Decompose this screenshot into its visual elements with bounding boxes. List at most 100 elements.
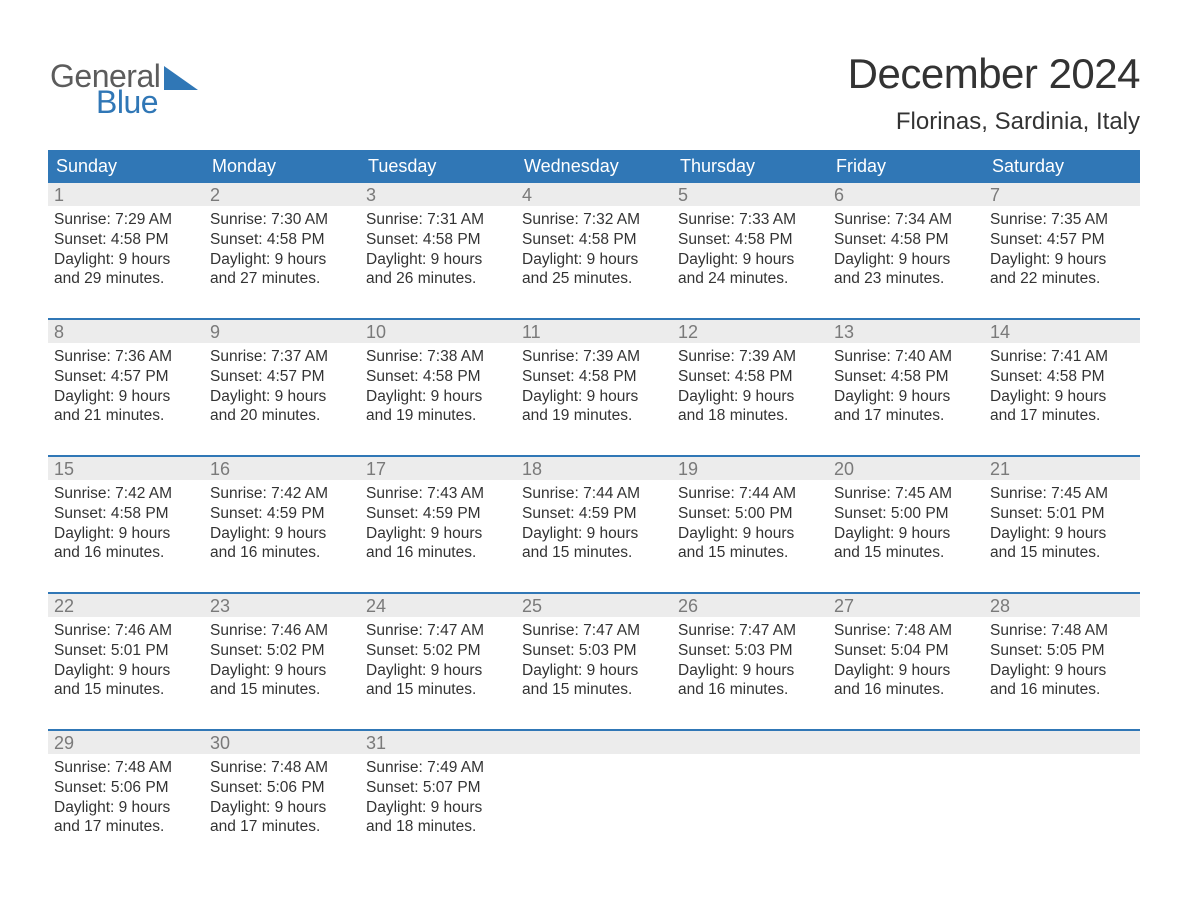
day-cell: Sunrise: 7:38 AMSunset: 4:58 PMDaylight:… [360, 343, 516, 455]
day-cell: Sunrise: 7:36 AMSunset: 4:57 PMDaylight:… [48, 343, 204, 455]
daylight-line-2: and 22 minutes. [990, 269, 1134, 289]
sunrise-line: Sunrise: 7:47 AM [522, 621, 666, 641]
sunset-line: Sunset: 4:58 PM [54, 504, 198, 524]
day-number: 16 [204, 457, 360, 480]
day-number [672, 731, 828, 754]
sunrise-line: Sunrise: 7:41 AM [990, 347, 1134, 367]
sunset-line: Sunset: 4:59 PM [522, 504, 666, 524]
sunrise-line: Sunrise: 7:31 AM [366, 210, 510, 230]
day-number: 13 [828, 320, 984, 343]
daylight-line-1: Daylight: 9 hours [366, 387, 510, 407]
day-number [984, 731, 1140, 754]
sunrise-line: Sunrise: 7:45 AM [834, 484, 978, 504]
daylight-line-2: and 15 minutes. [210, 680, 354, 700]
week-daynum-row: 1234567 [48, 183, 1140, 206]
daylight-line-2: and 18 minutes. [366, 817, 510, 837]
sunset-line: Sunset: 4:58 PM [366, 230, 510, 250]
daylight-line-2: and 16 minutes. [210, 543, 354, 563]
daylight-line-2: and 16 minutes. [990, 680, 1134, 700]
day-cell: Sunrise: 7:42 AMSunset: 4:59 PMDaylight:… [204, 480, 360, 592]
daylight-line-1: Daylight: 9 hours [54, 524, 198, 544]
day-cell: Sunrise: 7:44 AMSunset: 5:00 PMDaylight:… [672, 480, 828, 592]
sunrise-line: Sunrise: 7:47 AM [678, 621, 822, 641]
day-cell: Sunrise: 7:42 AMSunset: 4:58 PMDaylight:… [48, 480, 204, 592]
sunrise-line: Sunrise: 7:39 AM [678, 347, 822, 367]
dow-saturday: Saturday [984, 150, 1140, 183]
sunrise-line: Sunrise: 7:46 AM [210, 621, 354, 641]
week-content-row: Sunrise: 7:29 AMSunset: 4:58 PMDaylight:… [48, 206, 1140, 318]
daylight-line-2: and 15 minutes. [678, 543, 822, 563]
day-cell: Sunrise: 7:45 AMSunset: 5:01 PMDaylight:… [984, 480, 1140, 592]
sunset-line: Sunset: 4:58 PM [522, 230, 666, 250]
day-number: 28 [984, 594, 1140, 617]
daylight-line-1: Daylight: 9 hours [834, 524, 978, 544]
daylight-line-2: and 23 minutes. [834, 269, 978, 289]
week-content-row: Sunrise: 7:46 AMSunset: 5:01 PMDaylight:… [48, 617, 1140, 729]
day-number: 31 [360, 731, 516, 754]
day-cell: Sunrise: 7:47 AMSunset: 5:03 PMDaylight:… [516, 617, 672, 729]
day-number: 23 [204, 594, 360, 617]
daylight-line-1: Daylight: 9 hours [834, 250, 978, 270]
day-cell: Sunrise: 7:32 AMSunset: 4:58 PMDaylight:… [516, 206, 672, 318]
day-cell: Sunrise: 7:48 AMSunset: 5:06 PMDaylight:… [204, 754, 360, 866]
daylight-line-1: Daylight: 9 hours [366, 250, 510, 270]
day-cell: Sunrise: 7:33 AMSunset: 4:58 PMDaylight:… [672, 206, 828, 318]
daylight-line-1: Daylight: 9 hours [366, 798, 510, 818]
daylight-line-2: and 29 minutes. [54, 269, 198, 289]
daylight-line-2: and 15 minutes. [522, 543, 666, 563]
day-cell: Sunrise: 7:48 AMSunset: 5:05 PMDaylight:… [984, 617, 1140, 729]
calendar: Sunday Monday Tuesday Wednesday Thursday… [48, 150, 1140, 866]
sunrise-line: Sunrise: 7:42 AM [54, 484, 198, 504]
daylight-line-1: Daylight: 9 hours [990, 387, 1134, 407]
week-daynum-row: 891011121314 [48, 318, 1140, 343]
day-number [516, 731, 672, 754]
sunrise-line: Sunrise: 7:36 AM [54, 347, 198, 367]
day-cell: Sunrise: 7:49 AMSunset: 5:07 PMDaylight:… [360, 754, 516, 866]
month-title: December 2024 [48, 50, 1140, 98]
day-number: 20 [828, 457, 984, 480]
weeks-container: 1234567Sunrise: 7:29 AMSunset: 4:58 PMDa… [48, 183, 1140, 866]
week-daynum-row: 15161718192021 [48, 455, 1140, 480]
day-number: 12 [672, 320, 828, 343]
day-cell: Sunrise: 7:48 AMSunset: 5:06 PMDaylight:… [48, 754, 204, 866]
daylight-line-2: and 15 minutes. [834, 543, 978, 563]
day-number: 2 [204, 183, 360, 206]
daylight-line-2: and 21 minutes. [54, 406, 198, 426]
dow-monday: Monday [204, 150, 360, 183]
sunrise-line: Sunrise: 7:48 AM [210, 758, 354, 778]
sunset-line: Sunset: 5:06 PM [210, 778, 354, 798]
dow-friday: Friday [828, 150, 984, 183]
week-content-row: Sunrise: 7:48 AMSunset: 5:06 PMDaylight:… [48, 754, 1140, 866]
daylight-line-2: and 19 minutes. [366, 406, 510, 426]
day-number: 8 [48, 320, 204, 343]
logo-triangle-icon [164, 66, 198, 94]
day-number: 25 [516, 594, 672, 617]
sunset-line: Sunset: 4:58 PM [210, 230, 354, 250]
sunrise-line: Sunrise: 7:44 AM [522, 484, 666, 504]
daylight-line-2: and 17 minutes. [834, 406, 978, 426]
sunrise-line: Sunrise: 7:45 AM [990, 484, 1134, 504]
daylight-line-2: and 27 minutes. [210, 269, 354, 289]
week-daynum-row: 22232425262728 [48, 592, 1140, 617]
sunrise-line: Sunrise: 7:37 AM [210, 347, 354, 367]
daylight-line-1: Daylight: 9 hours [54, 387, 198, 407]
day-number: 19 [672, 457, 828, 480]
logo-word-2: Blue [96, 86, 160, 118]
day-cell: Sunrise: 7:48 AMSunset: 5:04 PMDaylight:… [828, 617, 984, 729]
sunset-line: Sunset: 4:58 PM [366, 367, 510, 387]
day-cell [828, 754, 984, 866]
sunset-line: Sunset: 5:01 PM [54, 641, 198, 661]
sunset-line: Sunset: 4:58 PM [834, 367, 978, 387]
week-daynum-row: 293031 [48, 729, 1140, 754]
sunset-line: Sunset: 4:58 PM [54, 230, 198, 250]
day-cell: Sunrise: 7:44 AMSunset: 4:59 PMDaylight:… [516, 480, 672, 592]
daylight-line-2: and 17 minutes. [990, 406, 1134, 426]
sunrise-line: Sunrise: 7:38 AM [366, 347, 510, 367]
sunset-line: Sunset: 4:58 PM [522, 367, 666, 387]
daylight-line-1: Daylight: 9 hours [210, 798, 354, 818]
sunrise-line: Sunrise: 7:39 AM [522, 347, 666, 367]
sunset-line: Sunset: 5:02 PM [366, 641, 510, 661]
day-cell: Sunrise: 7:43 AMSunset: 4:59 PMDaylight:… [360, 480, 516, 592]
sunset-line: Sunset: 5:06 PM [54, 778, 198, 798]
daylight-line-2: and 17 minutes. [54, 817, 198, 837]
